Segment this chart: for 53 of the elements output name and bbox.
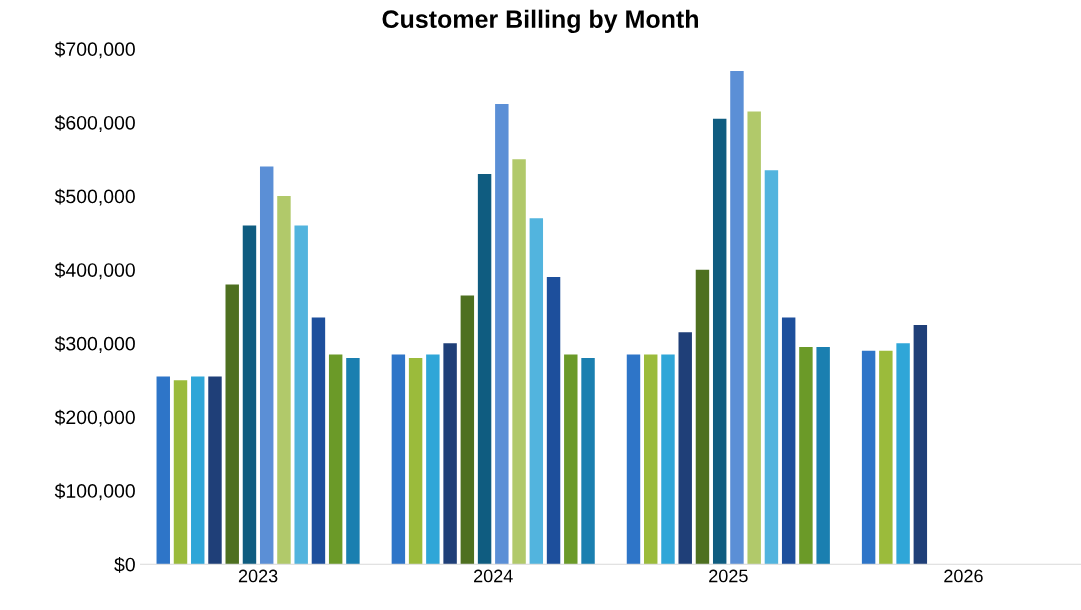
y-tick-label: $200,000 <box>54 409 135 427</box>
bar <box>879 350 893 565</box>
bar <box>747 111 761 565</box>
bar <box>799 347 813 565</box>
bar <box>408 358 423 565</box>
x-tick-label: 2026 <box>944 569 983 583</box>
bar <box>661 354 675 565</box>
bar <box>477 173 492 565</box>
bar <box>156 376 170 565</box>
y-tick-label: $700,000 <box>54 41 135 59</box>
bar <box>225 284 239 565</box>
bar <box>781 317 796 565</box>
bar <box>346 358 360 565</box>
x-tick-label: 2024 <box>474 569 513 583</box>
bar <box>816 347 830 565</box>
bar <box>495 104 509 565</box>
bar <box>529 218 544 565</box>
bar <box>443 343 457 565</box>
bar <box>581 358 595 565</box>
bar <box>913 324 928 565</box>
y-tick-label: $0 <box>114 556 135 573</box>
bar <box>208 376 222 565</box>
bar <box>695 269 710 565</box>
bar <box>564 354 578 565</box>
y-tick-label: $400,000 <box>54 262 135 280</box>
bar <box>861 350 876 565</box>
y-tick-label: $600,000 <box>54 115 135 132</box>
bar <box>730 70 744 565</box>
bar <box>764 170 779 565</box>
x-tick-label: 2023 <box>238 569 278 583</box>
bar <box>644 354 658 565</box>
bar <box>311 317 326 565</box>
y-tick-label: $500,000 <box>54 188 135 206</box>
bar <box>242 225 257 565</box>
bar <box>460 295 475 565</box>
bar <box>678 332 692 565</box>
bar <box>512 159 526 565</box>
bar <box>294 225 308 565</box>
bar <box>328 354 343 565</box>
bar <box>173 380 188 565</box>
bar <box>896 343 910 565</box>
bar <box>277 196 291 565</box>
bar <box>712 118 727 565</box>
x-tick-label: 2025 <box>709 569 748 583</box>
y-tick-label: $100,000 <box>54 483 135 501</box>
chart-title: Customer Billing by Month <box>382 9 698 34</box>
bar <box>191 376 205 565</box>
bar <box>626 354 641 565</box>
bar <box>259 166 274 565</box>
y-tick-label: $300,000 <box>54 335 135 353</box>
bar <box>391 354 406 565</box>
bar <box>546 277 561 565</box>
bar <box>426 354 440 565</box>
